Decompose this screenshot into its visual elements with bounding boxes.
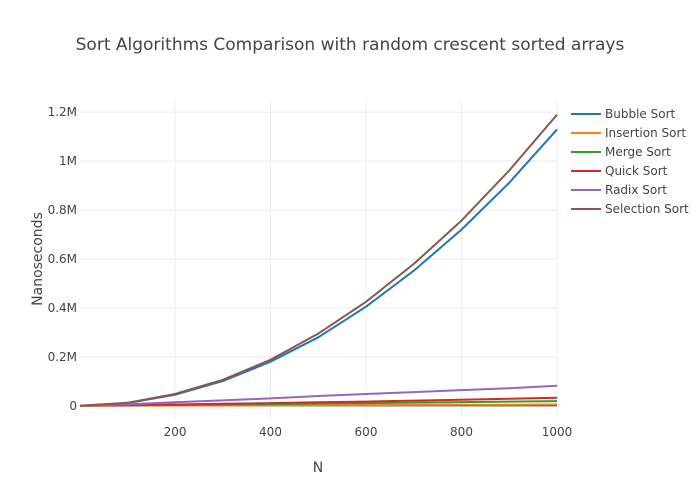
x-tick-label: 800 xyxy=(450,425,473,439)
series-line xyxy=(79,396,558,407)
x-tick-label: 200 xyxy=(164,425,187,439)
legend-item[interactable]: Selection Sort xyxy=(571,202,689,216)
legend-item[interactable]: Merge Sort xyxy=(571,145,671,159)
series-line xyxy=(79,128,558,407)
series-line xyxy=(79,384,558,407)
y-tick-label: 0.2M xyxy=(48,350,77,364)
legend: Bubble Sort Insertion Sort Merge Sort Quick… xyxy=(571,107,689,216)
legend-item[interactable]: Bubble Sort xyxy=(571,107,675,121)
x-axis: 200 400 600 800 1000 xyxy=(164,425,573,439)
y-tick-label: 1M xyxy=(59,154,77,168)
legend-label: Quick Sort xyxy=(605,164,668,178)
legend-label: Insertion Sort xyxy=(605,126,686,140)
y-tick-label: 0.4M xyxy=(48,301,77,315)
x-tick-label: 600 xyxy=(355,425,378,439)
y-axis: 0 0.2M 0.4M 0.6M 0.8M 1M 1.2M xyxy=(48,105,77,413)
legend-label: Bubble Sort xyxy=(605,107,675,121)
x-tick-label: 1000 xyxy=(542,425,573,439)
grid xyxy=(80,100,558,418)
legend-label: Radix Sort xyxy=(605,183,667,197)
y-axis-title: Nanoseconds xyxy=(30,212,46,306)
x-tick-label: 400 xyxy=(259,425,282,439)
y-tick-label: 0.6M xyxy=(48,252,77,266)
y-tick-label: 0 xyxy=(69,399,77,413)
chart-title: Sort Algorithms Comparison with random c… xyxy=(76,35,625,55)
y-tick-label: 0.8M xyxy=(48,203,77,217)
y-tick-label: 1.2M xyxy=(48,105,77,119)
legend-item[interactable]: Insertion Sort xyxy=(571,126,686,140)
legend-item[interactable]: Quick Sort xyxy=(571,164,668,178)
legend-item[interactable]: Radix Sort xyxy=(571,183,667,197)
x-axis-title: N xyxy=(313,460,323,476)
plot-area xyxy=(79,114,558,407)
series-line xyxy=(79,114,558,407)
legend-label: Selection Sort xyxy=(605,202,689,216)
legend-label: Merge Sort xyxy=(605,145,671,159)
